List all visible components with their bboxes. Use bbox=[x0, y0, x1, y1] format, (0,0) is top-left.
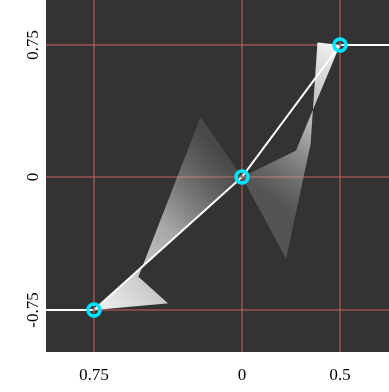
x-axis-ticks: 0.75 0 0.5 bbox=[79, 365, 351, 384]
curve-markers bbox=[86, 37, 348, 318]
data-point-center bbox=[240, 175, 244, 179]
data-point[interactable] bbox=[332, 37, 348, 53]
y-tick-label: -0.75 bbox=[23, 292, 42, 327]
data-point-center bbox=[338, 43, 342, 47]
y-axis-ticks: 0.75 0 -0.75 bbox=[23, 30, 42, 328]
x-tick-label: 0.5 bbox=[329, 365, 350, 384]
spread-fan-upper bbox=[242, 42, 340, 259]
y-tick-label: 0.75 bbox=[23, 30, 42, 60]
y-tick-label: 0 bbox=[23, 173, 42, 182]
x-tick-label: 0.75 bbox=[79, 365, 109, 384]
data-point[interactable] bbox=[234, 169, 250, 185]
data-point[interactable] bbox=[86, 302, 102, 318]
spread-fan-lower bbox=[94, 117, 242, 311]
x-tick-label: 0 bbox=[238, 365, 247, 384]
data-point-center bbox=[92, 308, 96, 312]
curve-spread bbox=[94, 42, 340, 311]
